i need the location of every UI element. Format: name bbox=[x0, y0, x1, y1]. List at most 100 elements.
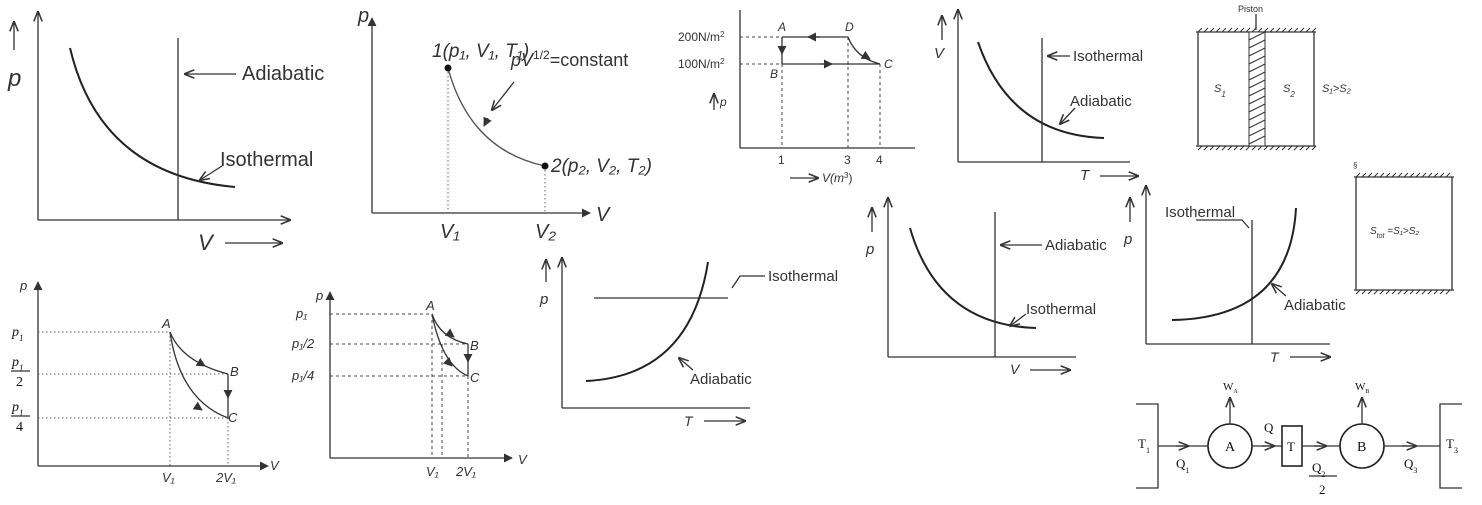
isothermal-curve bbox=[909, 227, 1037, 329]
y-200-label: 200N/m2 bbox=[678, 30, 725, 45]
tick-quarter-num-text: p bbox=[11, 400, 19, 415]
wa-label: WA bbox=[1223, 381, 1238, 395]
v1-label: V₁ bbox=[440, 221, 460, 243]
tick-p1-half: p₁/2 bbox=[291, 336, 315, 351]
path-ac bbox=[431, 313, 469, 377]
tick-quarter-num: p1 bbox=[11, 400, 24, 418]
s2-sub: 2 bbox=[1289, 90, 1295, 99]
y-100-text: 100N/m bbox=[678, 57, 720, 71]
path-dc bbox=[847, 36, 881, 65]
point-b: B bbox=[470, 338, 479, 353]
x-tick-v1: V₁ bbox=[426, 464, 439, 479]
isothermal-label: Isothermal bbox=[768, 268, 838, 285]
engine-b-label: B bbox=[1357, 440, 1366, 455]
curve-pointer bbox=[492, 81, 515, 110]
q1-text: Q bbox=[1176, 456, 1186, 471]
s1-label: S1 bbox=[1214, 83, 1226, 99]
y-axis-label: V bbox=[934, 45, 946, 62]
y-axis-label: p bbox=[1123, 231, 1132, 248]
piston-label: Piston bbox=[1238, 4, 1263, 14]
point-c: C bbox=[884, 57, 893, 71]
y-axis-label: p bbox=[539, 291, 548, 308]
wa-sub: A bbox=[1233, 389, 1238, 395]
tick-p1-quarter: p₁/4 bbox=[291, 368, 314, 383]
direction-arrow bbox=[483, 116, 492, 127]
adiabatic-label: Adiabatic bbox=[1070, 93, 1132, 110]
reservoir-t3 bbox=[1439, 403, 1462, 489]
q-label: Q bbox=[1264, 420, 1274, 435]
diagram-pv-adiabatic-vertical: p V Adiabatic Isothermal bbox=[7, 12, 324, 255]
piston-hatch bbox=[1248, 31, 1266, 145]
t3-sub: 3 bbox=[1454, 446, 1458, 455]
section-mark: § bbox=[1353, 161, 1357, 170]
tick-p1-sub: 1 bbox=[19, 333, 24, 343]
y-100-sup: 2 bbox=[720, 57, 725, 66]
diagram-cycle-adcb: 200N/m2 100N/m2 A D C B p 1 3 4 V(m3) bbox=[678, 10, 915, 185]
path-ab bbox=[431, 313, 469, 345]
s-total-text: S bbox=[1370, 226, 1377, 237]
isothermal-label: Isothermal bbox=[1073, 48, 1143, 65]
x-tick-v1: V₁ bbox=[162, 470, 175, 485]
arrow-ab bbox=[444, 328, 455, 338]
x-axis-label: V(m3) bbox=[822, 171, 852, 186]
state-1-label: 1(p₁, V₁, T₁) bbox=[432, 41, 529, 62]
diagram-piston-entropy: Piston S1 S2 S₁>S₂ § Stot =S₁>S₂ bbox=[1196, 4, 1454, 295]
point-b: B bbox=[770, 67, 778, 81]
q3-label: Q3 bbox=[1404, 456, 1417, 475]
adiabatic-pointer bbox=[679, 358, 694, 371]
q1-label: Q1 bbox=[1176, 456, 1189, 475]
tick-p1: p₁ bbox=[295, 306, 307, 321]
point-a: A bbox=[777, 20, 786, 34]
x-axis-label: V bbox=[270, 458, 280, 473]
isothermal-label: Isothermal bbox=[1026, 301, 1096, 318]
y-axis-label: p bbox=[7, 65, 21, 92]
q2-text: Q bbox=[1312, 460, 1322, 475]
t3-text: T bbox=[1446, 436, 1454, 451]
curve-label-base: pV bbox=[510, 50, 535, 70]
t-label: T bbox=[1287, 439, 1295, 454]
t1-label: T1 bbox=[1138, 436, 1150, 455]
point-a: A bbox=[161, 316, 171, 331]
y-axis-label: p bbox=[357, 5, 369, 27]
adiabatic-curve bbox=[585, 261, 709, 382]
t1-text: T bbox=[1138, 436, 1146, 451]
isothermal-pointer bbox=[1010, 313, 1027, 326]
diagram-engine-chain: T1 Q1 A WA Q T Q2 2 B WB Q3 T3 bbox=[1136, 381, 1462, 497]
y-axis-label: p bbox=[719, 95, 727, 109]
q2-label: Q2 bbox=[1312, 460, 1325, 479]
diagram-vt: V T Isothermal Adiabatic bbox=[934, 10, 1143, 184]
s-relation-label: S₁>S₂ bbox=[1322, 83, 1352, 95]
state-2-point bbox=[541, 162, 549, 170]
curve-label-exp: 1/2 bbox=[533, 48, 550, 62]
s2-label: S2 bbox=[1283, 83, 1295, 99]
t3-label: T3 bbox=[1446, 436, 1458, 455]
diagram-pv-half-power: p V 1(p₁, V₁, T₁) 2(p₂, V₂, T₂) pV1/2=co… bbox=[357, 5, 652, 243]
x-axis-label-text: V(m bbox=[822, 171, 844, 185]
x-axis-label: T bbox=[684, 413, 694, 429]
point-c: C bbox=[228, 410, 238, 425]
tick-half-num-sub: 1 bbox=[19, 363, 24, 373]
diagram-pv-bottom: p V Adiabatic Isothermal bbox=[865, 198, 1107, 377]
y-200-text: 200N/m bbox=[678, 30, 720, 44]
s-total-sub: tot bbox=[1377, 233, 1386, 240]
x-axis-label: V bbox=[198, 230, 215, 255]
x-axis-label: T bbox=[1270, 349, 1280, 365]
tick-half-den: 2 bbox=[16, 375, 23, 390]
q3-sub: 3 bbox=[1413, 466, 1417, 475]
x-tick-4: 4 bbox=[876, 153, 883, 167]
engine-a-label: A bbox=[1225, 440, 1236, 455]
tick-quarter-num-sub: 1 bbox=[19, 408, 24, 418]
adiabatic-curve bbox=[977, 41, 1105, 139]
box2-bottom-hatch bbox=[1355, 289, 1451, 295]
y-100-label: 100N/m2 bbox=[678, 57, 725, 72]
diagram-pv-abc-left: p p1 p1 2 p1 4 A B C V₁ 2V₁ V bbox=[11, 278, 280, 485]
tick-p1-text: p bbox=[11, 325, 19, 340]
path-ac bbox=[169, 331, 229, 419]
state-2-label: 2(p₂, V₂, T₂) bbox=[550, 156, 652, 177]
q2-sub: 2 bbox=[1321, 470, 1325, 479]
s2-text: S bbox=[1283, 83, 1291, 95]
t1-sub: 1 bbox=[1146, 446, 1150, 455]
x-tick-2v1: 2V₁ bbox=[215, 470, 236, 485]
box2-top-hatch bbox=[1355, 172, 1451, 178]
